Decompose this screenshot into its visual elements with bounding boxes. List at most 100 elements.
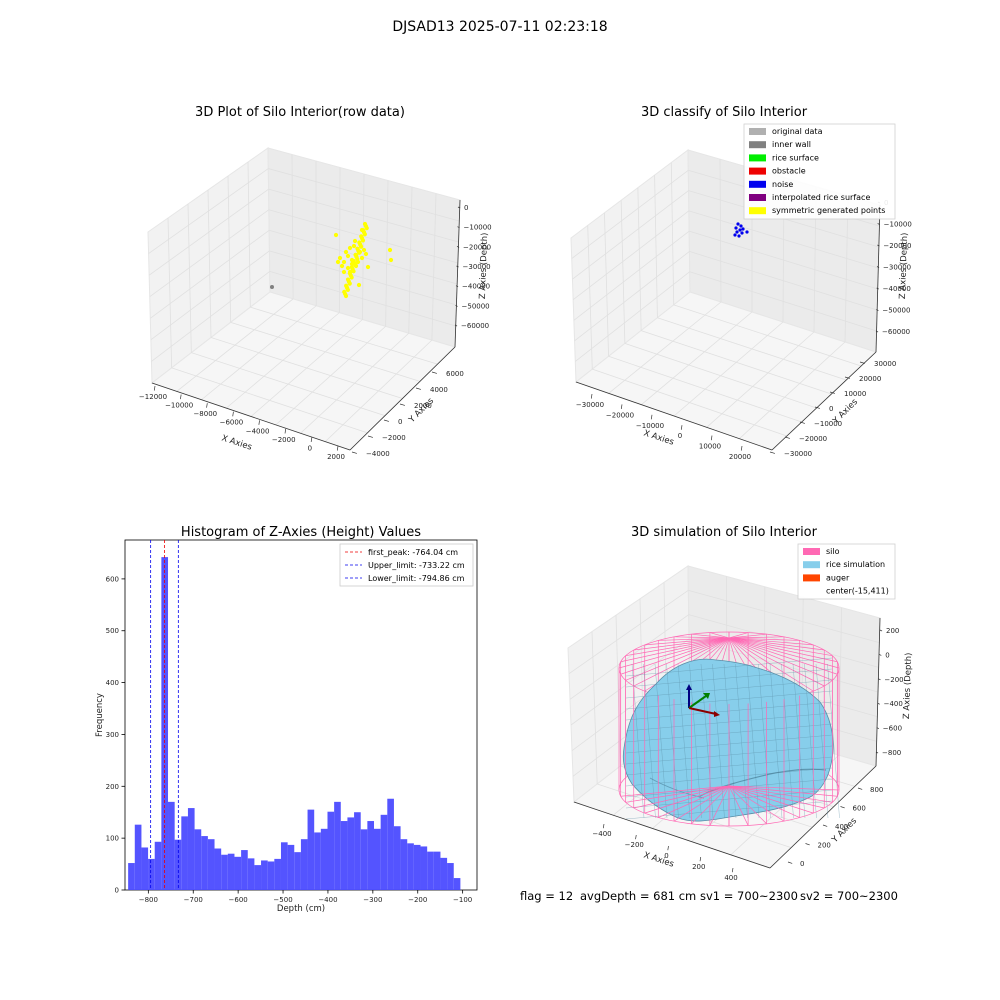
raw-data-points [270,221,394,299]
classified-point [733,233,737,237]
histogram-bar [261,860,268,890]
histogram-x-tick: −700 [184,896,203,904]
simulation-x-tick: 0 [664,852,668,860]
histogram-bar [214,848,222,890]
raw-y-tick: 0 [398,418,402,426]
histogram-legend: first_peak: -764.04 cm Upper_limit: -733.… [339,543,474,587]
histogram-bar [267,861,275,890]
histogram-bar [307,809,315,890]
simulation-legend-item-label: silo [826,547,840,556]
histogram-bar [314,832,321,890]
raw-y-tick: 2000 [414,402,432,410]
classified-point [740,231,744,235]
simulation-legend-item-label: center(-15,411) [826,587,889,596]
simulation-x-tick: −200 [625,841,644,849]
histogram-bar [453,878,461,890]
raw-data-point [365,264,371,270]
classify-y-axis-label: Y Axies [830,397,860,427]
simulation-y-axis-label: Y Axies [829,816,859,846]
histogram-y-ticks: 0 100 200 300 400 500 600 [106,575,125,895]
histogram-bar [154,841,162,890]
histogram-legend-label: Lower_limit: -794.86 cm [368,574,465,583]
simulation-z-tick: 0 [885,651,889,659]
classify-legend-item-swatch [749,141,766,149]
histogram-bar [433,851,441,890]
classify-legend-item-label: symmetric generated points [772,206,885,215]
histogram-bar [387,798,394,890]
classify-legend-item-swatch [749,207,766,215]
classify-legend-item-swatch [749,128,766,135]
classify-x-tick: −20000 [606,411,634,419]
simulation-z-tick: −800 [882,749,901,757]
simulation-legend: silo rice simulation auger center(-15,411) [797,543,896,600]
classify-legend-item-swatch [749,167,766,175]
classify-legend-item-label: interpolated rice surface [772,193,870,202]
raw-y-tick: −2000 [382,434,406,442]
classified-point [738,228,742,232]
avg-depth-text: avgDepth = 681 cm [580,889,696,903]
classify-y-tick: −10000 [814,420,842,428]
raw-z-tick: −10000 [464,224,492,232]
classified-point [734,226,738,230]
histogram-bars [128,557,461,890]
raw-data-point [351,243,357,249]
classify-z-tick: −40000 [883,285,911,293]
classify-z-tick: −60000 [882,328,910,336]
classified-point [745,230,749,234]
raw-data-point [360,238,366,243]
raw-data-point [351,269,356,274]
histogram-bar [168,801,175,890]
raw-data-point [333,232,339,238]
classified-noise-points [733,222,749,238]
histogram-y-label: Frequency [95,693,105,737]
raw-plot-title: 3D Plot of Silo Interior(row data) [195,105,405,120]
histogram-reference-lines [150,540,179,890]
histogram-bar [300,839,308,890]
histogram-x-tick: −500 [273,896,292,904]
histogram-legend-label: first_peak: -764.04 cm [368,548,458,557]
raw-data-point [347,281,352,286]
raw-data-point [345,265,351,271]
raw-z-tick: 0 [464,204,468,212]
classify-x-tick: −30000 [576,401,604,409]
histogram-bar [187,808,195,890]
raw-z-tick: −30000 [463,263,491,271]
histogram-y-tick: 100 [106,835,119,843]
histogram-bar [148,858,155,890]
raw-data-point [387,247,393,253]
histogram-x-tick: −300 [363,896,382,904]
classify-y-tick: 30000 [874,360,896,368]
raw-data-point [353,252,359,258]
raw-x-tick: 0 [308,444,312,452]
simulation-legend-item-swatch [803,548,820,555]
classify-legend-item-label: rice surface [772,153,819,162]
raw-data-point [355,259,361,265]
classify-legend-item-label: noise [772,180,793,189]
classify-legend-item-swatch [749,194,766,201]
raw-data-point [347,269,353,275]
raw-data-point [341,269,347,275]
simulation-y-tick: 600 [853,805,866,813]
panel-histogram: Histogram of Z-Axies (Height) Values −80… [95,525,478,914]
simulation-x-tick: 400 [724,874,737,882]
histogram-y-tick: 500 [106,627,119,635]
raw-z-axis-label: Z Axies (Depth) [478,232,490,299]
raw-point-outlier [270,285,274,289]
classify-legend-item-label: original data [772,127,823,136]
histogram-x-tick: −200 [408,896,427,904]
histogram-y-tick: 400 [106,679,119,687]
raw-data-point [349,275,354,280]
histogram-bar [427,851,434,890]
classify-y-tick: 10000 [844,390,866,398]
histogram-bar [413,844,421,890]
classify-z-axis-label: Z Axies (Depth) [898,232,910,299]
histogram-bar [221,854,228,890]
raw-data-point [358,244,364,249]
classify-y-tick: 20000 [859,375,881,383]
raw-x-tick: −12000 [139,393,167,401]
raw-x-tick: −10000 [165,402,193,410]
panel-classify: 3D classify of Silo Interior −30000−2000… [570,105,912,461]
sv1-text: sv1 = 700~2300 [700,889,798,903]
histogram-bar [141,847,149,890]
histogram-legend-label: Upper_limit: -733.22 cm [368,561,465,570]
